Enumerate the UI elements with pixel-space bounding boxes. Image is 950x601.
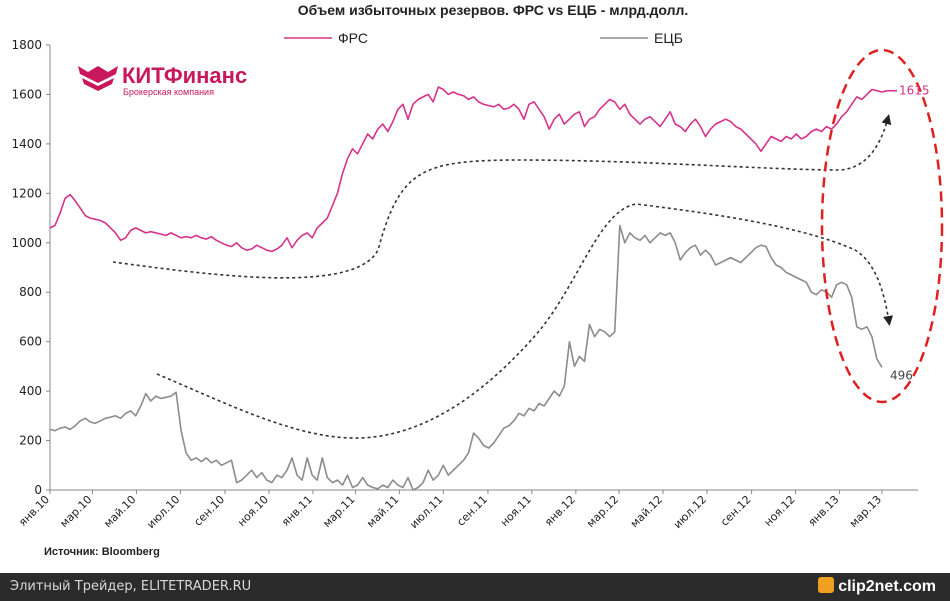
y-tick-label: 800 [19,285,42,299]
y-tick-label: 1200 [11,186,42,200]
highlight-ellipse [820,48,944,404]
y-tick-label: 1600 [11,87,42,101]
chart-title: Объем избыточных резервов. ФРС vs ЕЦБ - … [298,2,689,18]
x-tick-label: июл.12 [671,493,709,531]
ecb-trend-arrow [156,203,894,439]
y-tick-label: 400 [19,384,42,398]
logo-tagline: Брокерская компания [123,87,214,97]
series-line-frs [49,86,888,253]
frs-trend-arrow [112,114,892,279]
legend: ФРС ЕЦБ [284,30,683,46]
x-tick-label: сен.11 [454,493,490,529]
footer-site-label: Элитный Трейдер, ELITETRADER.RU [10,579,252,594]
x-tick-label: июл.10 [144,493,182,531]
x-tick-label: мар.12 [584,493,621,530]
ecb-end-value-label: 496 [890,368,913,382]
x-tick-label: сен.10 [191,493,227,529]
y-tick-label: 1800 [11,38,42,52]
x-tick-label: июл.11 [407,493,445,531]
x-tick-label: мар.13 [847,493,884,530]
clip2net-text: clip2net.com [838,578,936,595]
frs-end-value-label: 1615 [899,84,930,98]
x-tick-label: мар.10 [57,493,94,530]
series-layer [49,86,898,491]
x-tick-label: сен.12 [718,493,754,529]
x-tick-label: ноя.11 [498,493,534,529]
chart: Объем избыточных резервов. ФРС vs ЕЦБ - … [11,2,944,558]
x-tick-label: май.11 [364,493,401,530]
x-tick-label: мар.11 [320,493,357,530]
y-tick-label: 600 [19,335,42,349]
y-axis-ticks: 0 200 400 600 800 1000 1200 1400 1600 1800 [11,38,50,497]
kit-finance-logo: КИТФинанс Брокерская компания [78,63,247,97]
y-tick-label: 0 [34,483,42,497]
clip2net-badge: clip2net.com [818,577,936,596]
y-tick-label: 1000 [11,236,42,250]
y-tick-label: 200 [19,434,42,448]
y-tick-label: 1400 [11,137,42,151]
x-axis-ticks: янв.10 мар.10 май.10 июл.10 сен.10 ноя.10 янв.… [16,490,884,531]
watermark-footer: Элитный Трейдер, ELITETRADER.RU clip2net… [0,573,950,601]
x-tick-label: ноя.10 [235,493,271,529]
x-tick-label: янв.10 [16,493,52,529]
x-tick-label: янв.11 [279,493,315,529]
series-line-ecb [49,224,883,491]
x-tick-label: май.12 [628,493,665,530]
x-tick-label: ноя.12 [762,493,798,529]
x-tick-label: янв.12 [542,493,578,529]
logo-text: КИТФинанс [122,63,247,88]
logo-emblem-icon [78,66,118,83]
legend-label-ecb: ЕЦБ [654,30,683,46]
x-tick-label: янв.13 [806,493,842,529]
source-note: Источник: Bloomberg [44,546,160,558]
x-tick-label: май.10 [101,493,138,530]
clip2net-logo-icon [818,577,835,593]
legend-label-frs: ФРС [338,30,368,46]
